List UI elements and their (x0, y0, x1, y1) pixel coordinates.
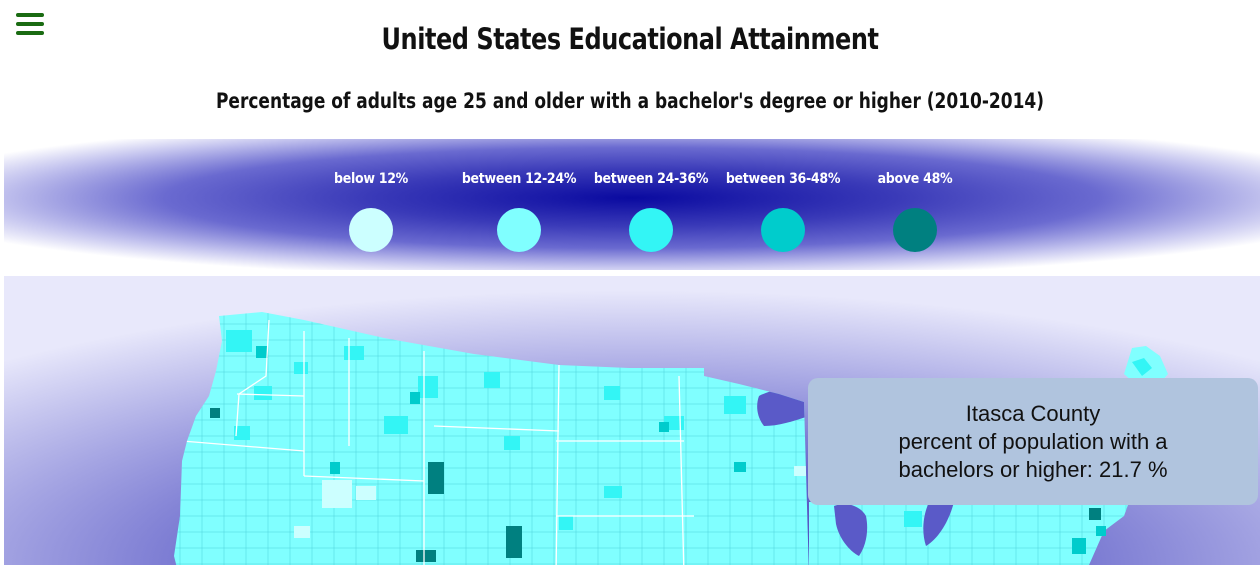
us-mainland (174, 312, 809, 565)
legend-item-36-48: between 36-48% (723, 171, 843, 252)
legend-label: between 36-48% (725, 171, 841, 187)
us-east (809, 502, 1129, 565)
legend-swatch (893, 208, 937, 252)
legend-item-24-36: between 24-36% (591, 171, 711, 252)
county-tooltip: Itasca County percent of population with… (808, 378, 1258, 505)
us-county-map[interactable] (4, 276, 1260, 565)
legend-label: below 12% (334, 171, 408, 187)
legend-label: between 12-24% (461, 171, 577, 187)
divider (4, 270, 1260, 276)
hamburger-menu-icon[interactable] (16, 13, 44, 35)
legend-swatch (761, 208, 805, 252)
legend-swatch (629, 208, 673, 252)
page-title: United States Educational Attainment (381, 22, 879, 56)
legend-swatch (497, 208, 541, 252)
legend-label: above 48% (877, 171, 953, 187)
tooltip-line1: percent of population with a (898, 429, 1168, 454)
legend-swatch (349, 208, 393, 252)
legend-item-above-48: above 48% (855, 171, 975, 252)
page-subtitle: Percentage of adults age 25 and older wi… (215, 89, 1045, 113)
tooltip-county: Itasca County (965, 401, 1101, 426)
legend-item-12-24: between 12-24% (459, 171, 579, 252)
map-panel (4, 276, 1260, 565)
tooltip-line2: bachelors or higher: 21.7 % (898, 457, 1168, 482)
legend: below 12% between 12-24% between 24-36% … (4, 139, 1260, 270)
legend-item-below-12: below 12% (311, 171, 431, 252)
legend-label: between 24-36% (593, 171, 709, 187)
